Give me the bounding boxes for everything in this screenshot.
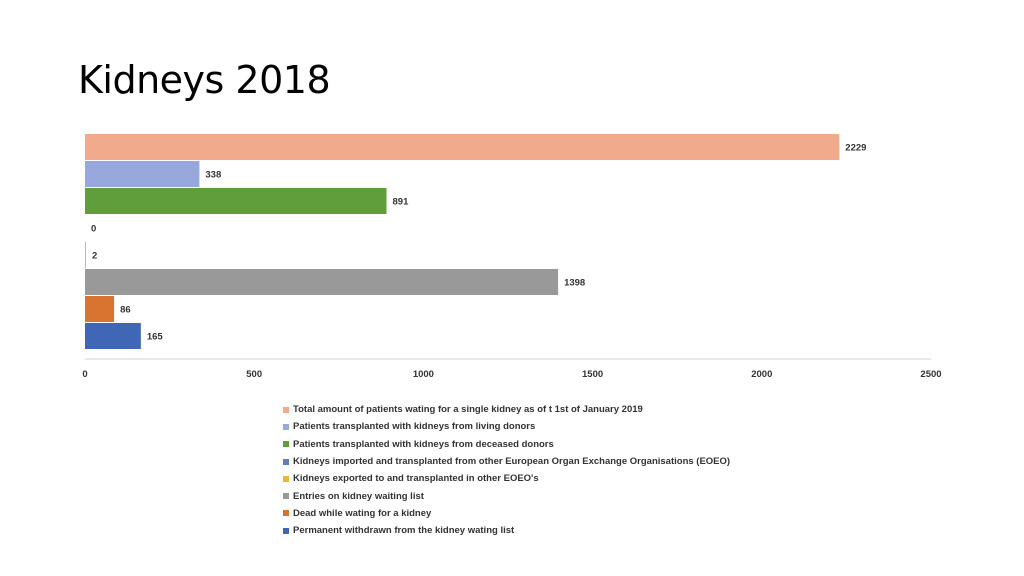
x-tick-label: 2000 (751, 369, 772, 380)
legend-label: Dead while wating for a kidney (293, 507, 432, 519)
bar-7 (85, 296, 115, 322)
legend: Total amount of patients wating for a si… (283, 401, 730, 539)
legend-item: Entries on kidney waiting list (283, 487, 730, 504)
bar-value-label: 165 (147, 332, 164, 343)
legend-item: Patients transplanted with kidneys from … (283, 418, 730, 435)
bar-5 (85, 242, 86, 268)
legend-swatch (283, 527, 289, 534)
bar-value-label: 338 (205, 170, 221, 181)
legend-item: Kidneys imported and transplanted from o… (283, 453, 730, 470)
legend-label: Total amount of patients wating for a si… (293, 404, 643, 416)
bar-value-label: 86 (120, 305, 131, 316)
legend-swatch (283, 441, 289, 448)
bar-6 (85, 269, 559, 295)
legend-swatch (283, 406, 289, 413)
bars-group (85, 134, 840, 349)
legend-swatch (283, 510, 289, 517)
bar-chart: 2229 338 891 0 2 1398 86 165 0 500 1000 1500 2000 25… (82, 134, 942, 380)
legend-item: Dead while wating for a kidney (283, 505, 730, 522)
legend-swatch (283, 475, 289, 482)
legend-label: Kidneys exported to and transplanted in … (293, 473, 539, 485)
legend-item: Kidneys exported to and transplanted in … (283, 470, 730, 487)
value-labels-group: 2229 338 891 0 2 1398 86 165 (91, 143, 866, 343)
bar-value-label: 2229 (845, 143, 866, 154)
legend-label: Entries on kidney waiting list (293, 490, 424, 502)
legend-item: Permanent withdrawn from the kidney wati… (283, 522, 730, 539)
bar-value-label: 0 (91, 224, 96, 235)
bar-2 (85, 161, 200, 187)
x-tick-labels-group: 0 500 1000 1500 2000 2500 (82, 369, 941, 380)
bar-1 (85, 134, 840, 160)
legend-item: Patients transplanted with kidneys from … (283, 436, 730, 453)
bar-value-label: 2 (92, 251, 97, 262)
x-tick-label: 1000 (413, 369, 434, 380)
bar-3 (85, 188, 387, 214)
bar-value-label: 1398 (564, 278, 585, 289)
bar-value-label: 891 (393, 197, 410, 208)
legend-label: Patients transplanted with kidneys from … (293, 438, 554, 450)
legend-swatch (283, 423, 289, 430)
legend-label: Patients transplanted with kidneys from … (293, 421, 536, 433)
legend-label: Permanent withdrawn from the kidney wati… (293, 525, 515, 537)
x-tick-label: 500 (246, 369, 262, 380)
legend-swatch (283, 493, 289, 500)
legend-swatch (283, 458, 289, 465)
bar-8 (85, 323, 141, 349)
x-tick-label: 1500 (582, 369, 603, 380)
legend-item: Total amount of patients wating for a si… (283, 401, 730, 418)
legend-label: Kidneys imported and transplanted from o… (293, 456, 731, 468)
x-tick-label: 0 (82, 369, 87, 380)
slide-title: Kidneys 2018 (78, 58, 331, 102)
x-tick-label: 2500 (920, 369, 941, 380)
